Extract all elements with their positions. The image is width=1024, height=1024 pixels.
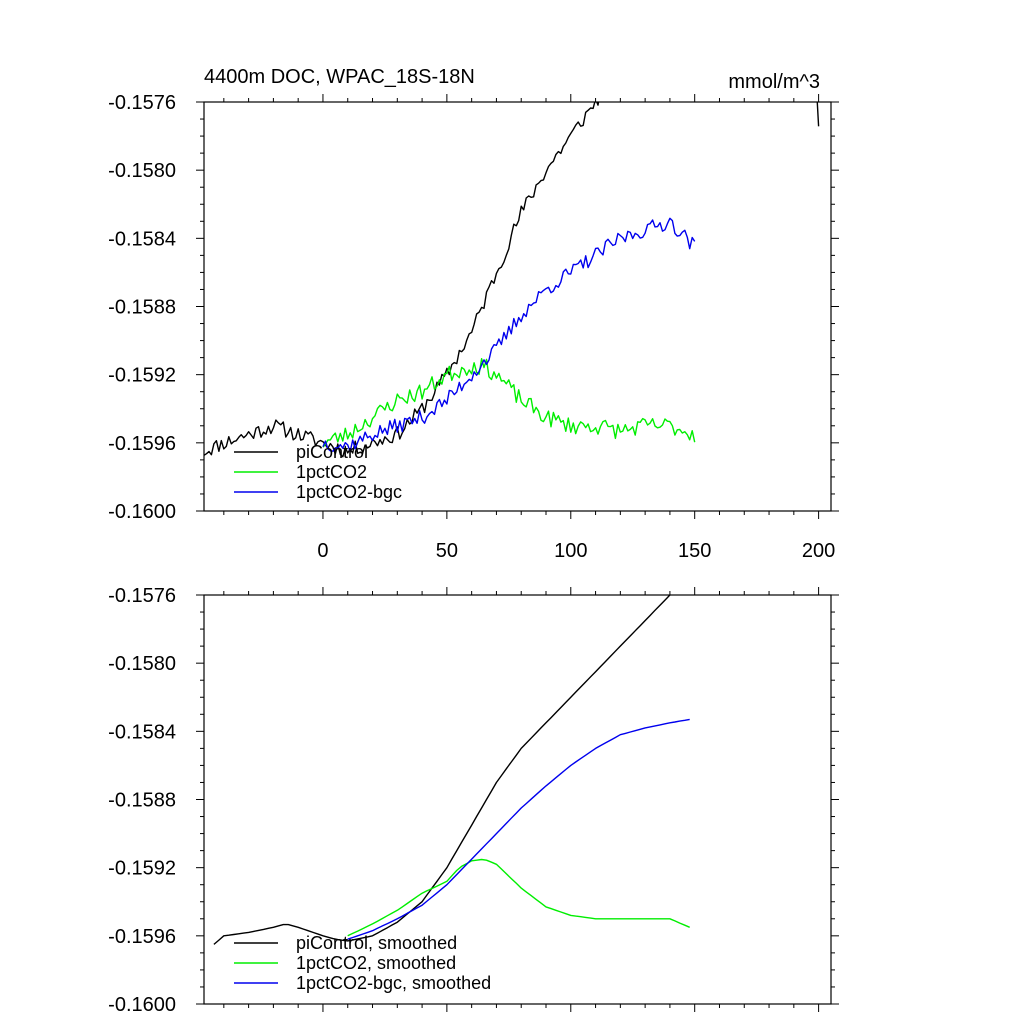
series-line-1pctco2-smoothed	[347, 858, 690, 937]
y-tick-label: -0.1584	[108, 228, 176, 250]
y-tick-label: -0.1576	[108, 92, 176, 114]
series-line-1pctco2-bgc	[322, 217, 696, 453]
axes-layer-bottom: -0.1576 -0.1580 -0.1584 -0.1588 -0.1592 -0.15…	[108, 585, 839, 1016]
y-tick-label: -0.1592	[108, 365, 176, 387]
legend-label: piControl	[296, 442, 368, 462]
legend-label: 1pctCO2-bgc	[296, 482, 402, 502]
series-line-picontrol	[204, 102, 820, 458]
series-line-picontrol-smoothed	[213, 595, 671, 945]
legend-label: 1pctCO2	[296, 462, 367, 482]
y-tick-label: -0.1580	[108, 160, 176, 182]
y-tick-label: -0.1588	[108, 297, 176, 319]
y-tick-label: -0.1600	[108, 994, 176, 1016]
x-tick-label: 150	[678, 540, 711, 562]
y-tick-label: -0.1600	[108, 501, 176, 523]
x-tick-label: 100	[554, 540, 587, 562]
y-tick-label: -0.1576	[108, 585, 176, 607]
series-layer-bottom	[213, 595, 690, 945]
y-tick-label: -0.1584	[108, 721, 176, 743]
series-layer-top	[204, 102, 820, 458]
axes-layer-top: 0 50 100 150 200 -0.1576 -0.1580 -0.1584 -0.1588…	[108, 92, 839, 562]
y-tick-label: -0.1596	[108, 926, 176, 948]
legend-label: 1pctCO2, smoothed	[296, 953, 456, 973]
legend-label: piControl, smoothed	[296, 933, 457, 953]
y-tick-label: -0.1580	[108, 653, 176, 675]
x-tick-label: 200	[802, 540, 835, 562]
y-tick-label: -0.1596	[108, 433, 176, 455]
panel-bottom: -0.1576 -0.1580 -0.1584 -0.1588 -0.1592 -0.15…	[108, 585, 839, 1016]
y-tick-label: -0.1592	[108, 858, 176, 880]
panel-top: 4400m DOC, WPAC_18S-18N mmol/m^3 0 50 100 1…	[108, 66, 839, 562]
x-tick-label: 0	[317, 540, 328, 562]
series-line-1pctco2	[322, 358, 696, 448]
units-label: mmol/m^3	[728, 71, 820, 93]
y-tick-label: -0.1588	[108, 790, 176, 812]
series-line-1pctco2-bgc-smoothed	[347, 718, 690, 940]
legend-label: 1pctCO2-bgc, smoothed	[296, 973, 491, 993]
figure-title: 4400m DOC, WPAC_18S-18N	[204, 66, 475, 88]
x-tick-label: 50	[436, 540, 458, 562]
